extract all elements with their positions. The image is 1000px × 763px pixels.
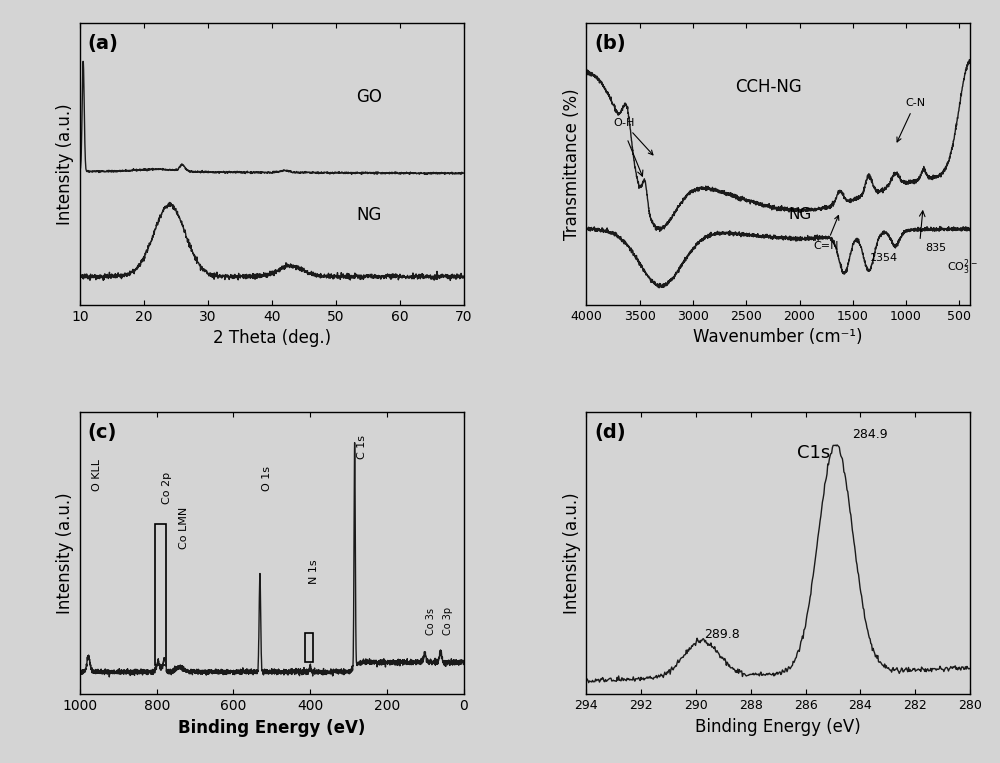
- Text: C=N: C=N: [813, 215, 839, 250]
- Text: NG: NG: [356, 206, 382, 224]
- Text: GO: GO: [356, 88, 382, 106]
- Y-axis label: Transmittance (%): Transmittance (%): [563, 89, 581, 240]
- Y-axis label: Intensity (a.u.): Intensity (a.u.): [563, 492, 581, 614]
- Text: Co 3s: Co 3s: [426, 608, 436, 636]
- Y-axis label: Intensity (a.u.): Intensity (a.u.): [56, 103, 74, 225]
- Text: N 1s: N 1s: [309, 559, 319, 584]
- Text: 835: 835: [925, 243, 946, 253]
- Text: C-N: C-N: [897, 98, 925, 142]
- Text: 289.8: 289.8: [704, 628, 740, 641]
- Bar: [305, 633, 313, 662]
- Text: O-H: O-H: [613, 118, 653, 155]
- Bar: [155, 524, 166, 665]
- Text: O KLL: O KLL: [92, 459, 102, 491]
- X-axis label: Wavenumber (cm⁻¹): Wavenumber (cm⁻¹): [693, 328, 863, 346]
- Text: C 1s: C 1s: [357, 435, 367, 459]
- Text: Co LMN: Co LMN: [179, 507, 189, 549]
- X-axis label: 2 Theta (deg.): 2 Theta (deg.): [213, 330, 331, 347]
- Text: (c): (c): [88, 423, 117, 443]
- Text: Co 2p: Co 2p: [162, 472, 172, 504]
- X-axis label: Binding Energy (eV): Binding Energy (eV): [178, 719, 365, 737]
- Text: Co 3p: Co 3p: [443, 607, 453, 636]
- Text: 1354: 1354: [870, 253, 898, 262]
- Text: C1s: C1s: [797, 444, 831, 462]
- Text: CCH-NG: CCH-NG: [736, 78, 802, 95]
- Text: $\mathrm{CO_3^{2-}}$: $\mathrm{CO_3^{2-}}$: [947, 257, 977, 277]
- Text: (d): (d): [594, 423, 626, 443]
- Text: NG: NG: [789, 207, 812, 222]
- Text: O 1s: O 1s: [262, 466, 272, 491]
- X-axis label: Binding Energy (eV): Binding Energy (eV): [695, 718, 861, 736]
- Text: 284.9: 284.9: [852, 428, 888, 441]
- Text: (a): (a): [88, 34, 119, 53]
- Y-axis label: Intensity (a.u.): Intensity (a.u.): [56, 492, 74, 614]
- Text: (b): (b): [594, 34, 626, 53]
